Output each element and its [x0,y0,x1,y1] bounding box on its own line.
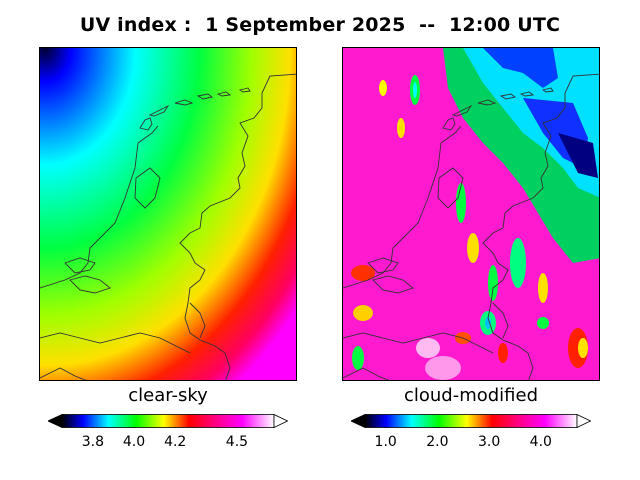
figure-title: UV index : 1 September 2025 -- 12:00 UTC [79,14,561,36]
colorbar-extend-low [48,414,63,428]
colorbar-tick-label: 4.5 [225,434,249,450]
colorbar-tick-label: 4.2 [164,434,187,450]
colorbar-ticks [92,427,238,428]
clear-sky-colorbar [48,414,288,428]
colorbar-gradient [61,414,275,428]
colorbar-tick-label: 4.0 [529,434,552,450]
colorbar-ticks [385,427,542,428]
colorbar-extend-high [576,414,591,428]
colorbar-tick-label: 3.8 [81,434,104,450]
colorbar-extend-high [273,414,288,428]
cloud-modified-map [342,47,600,381]
coastline-borders-right [343,73,599,380]
cloud-modified-colorbar [351,414,591,428]
clear-sky-map [39,47,297,381]
clear-sky-field [40,48,296,380]
colorbar-tick-label: 1.0 [374,434,397,450]
coastline-borders [40,73,296,380]
clear-sky-label: clear-sky [128,385,208,406]
colorbar-extend-low [351,414,366,428]
colorbar-tick-label: 2.0 [426,434,449,450]
cloud-modified-label: cloud-modified [403,385,539,406]
colorbar-tick-label: 3.0 [477,434,501,450]
colorbar-gradient [364,414,578,428]
colorbar-tick-label: 4.0 [122,434,146,450]
